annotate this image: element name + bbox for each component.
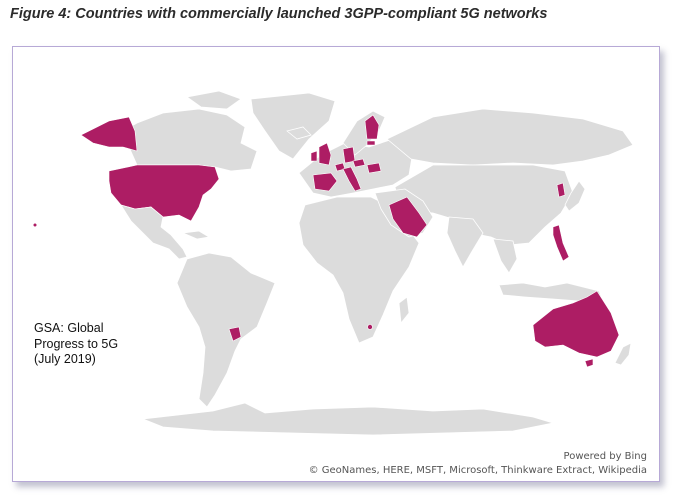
source-note-line: Progress to 5G bbox=[34, 336, 119, 351]
south-america bbox=[176, 252, 276, 408]
country-italy bbox=[342, 166, 362, 192]
madagascar bbox=[398, 296, 410, 325]
japan bbox=[564, 180, 586, 212]
country-romania bbox=[366, 162, 382, 174]
map-frame: GSA: Global Progress to 5G (July 2019) P… bbox=[12, 46, 660, 482]
country-uk bbox=[318, 142, 332, 166]
arctic-islands bbox=[186, 90, 242, 110]
country-estonia bbox=[366, 140, 376, 146]
country-finland bbox=[364, 114, 380, 140]
greenland bbox=[250, 92, 336, 160]
india bbox=[446, 216, 484, 268]
source-note-line: GSA: Global bbox=[34, 321, 104, 335]
antarctica bbox=[142, 402, 554, 436]
country-lesotho bbox=[367, 324, 373, 330]
country-hawaii bbox=[32, 222, 38, 228]
country-philippines bbox=[552, 224, 570, 262]
map-credits: © GeoNames, HERE, MSFT, Microsoft, Think… bbox=[308, 465, 647, 476]
country-ireland bbox=[310, 150, 318, 162]
country-austria bbox=[352, 158, 366, 168]
figure-title: Figure 4: Countries with commercially la… bbox=[10, 6, 548, 22]
new-zealand bbox=[614, 342, 632, 366]
powered-by-label: Powered by Bing bbox=[563, 451, 647, 462]
source-note: GSA: Global Progress to 5G (July 2019) bbox=[34, 321, 118, 368]
canada bbox=[122, 108, 258, 172]
world-map[interactable] bbox=[13, 47, 659, 481]
russia bbox=[386, 108, 634, 166]
country-germany bbox=[342, 146, 356, 164]
mexico bbox=[120, 204, 188, 260]
country-alaska bbox=[80, 116, 138, 152]
se-asia bbox=[492, 238, 518, 274]
country-australia bbox=[532, 290, 620, 358]
caribbean bbox=[181, 230, 211, 240]
country-australia-tasmania bbox=[584, 358, 594, 368]
iceland bbox=[286, 126, 312, 140]
source-note-line: (July 2019) bbox=[34, 352, 96, 366]
country-spain bbox=[312, 172, 338, 192]
country-south-korea bbox=[556, 182, 566, 198]
country-usa bbox=[108, 164, 220, 222]
country-saudi-arabia bbox=[388, 196, 428, 238]
country-uruguay bbox=[228, 326, 242, 342]
